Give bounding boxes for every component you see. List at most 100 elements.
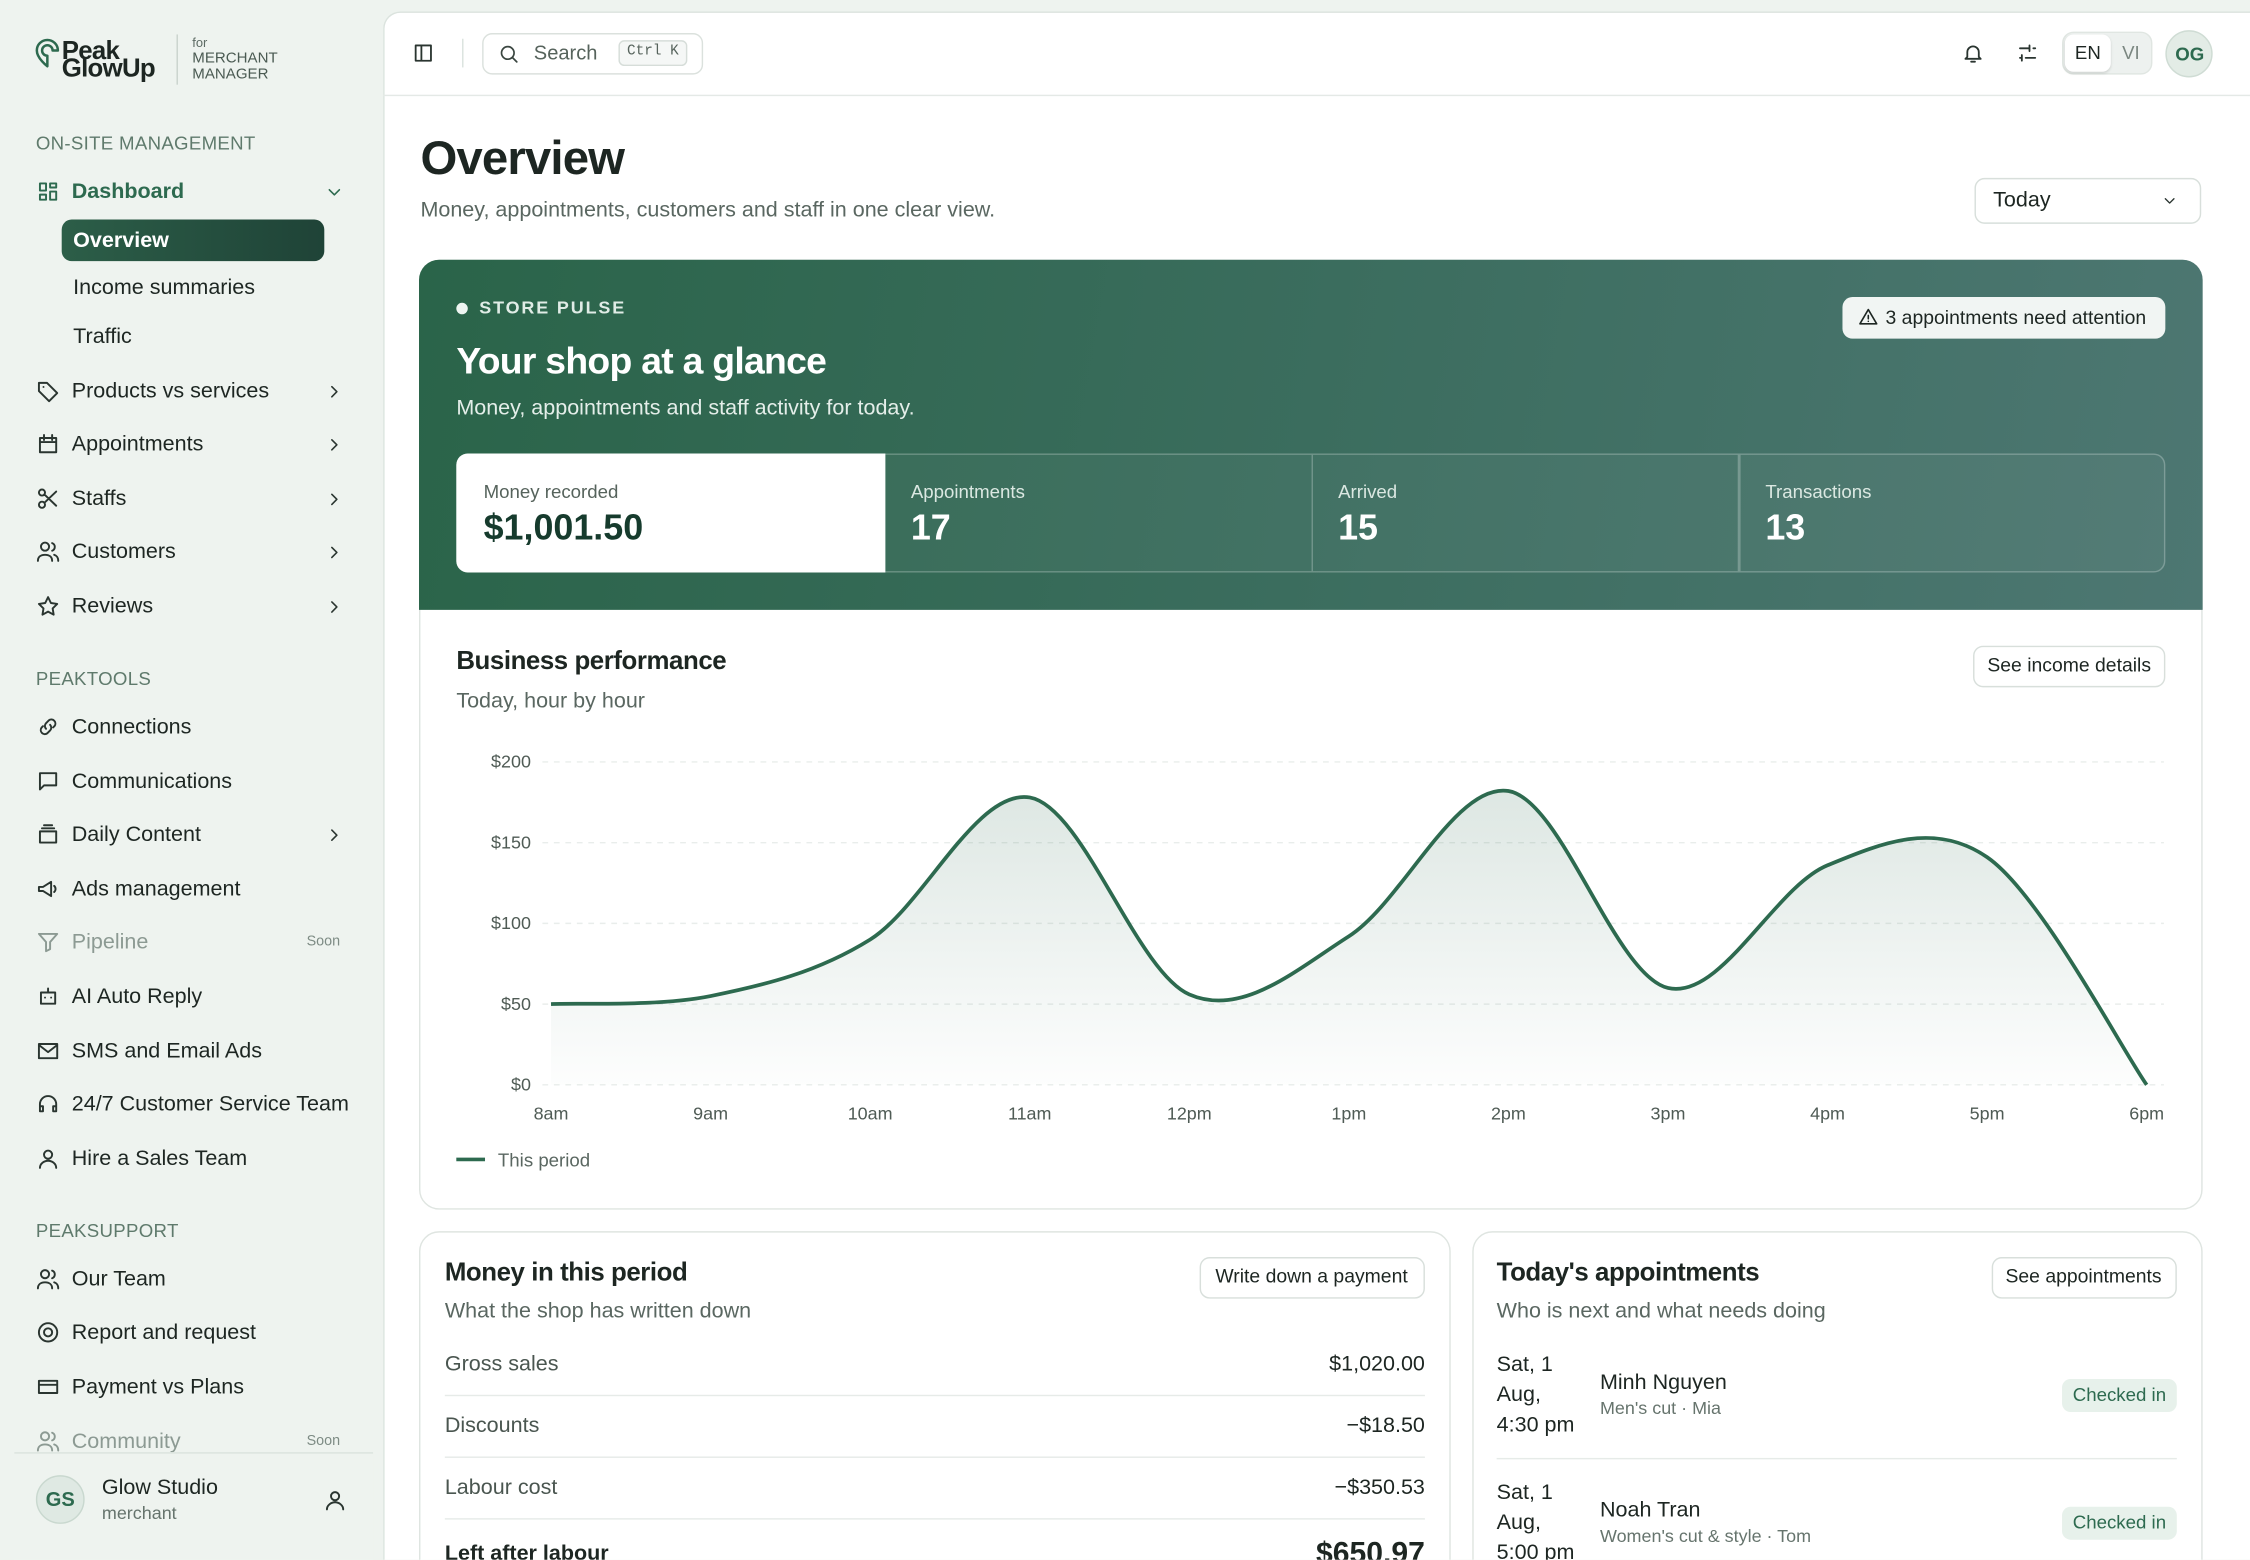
language-option[interactable]: VI bbox=[2122, 41, 2140, 64]
nav-icon-shape bbox=[38, 824, 58, 844]
nav-icon bbox=[39, 718, 57, 735]
nav-badge: Soon bbox=[306, 934, 341, 951]
account-name: Glow Studio bbox=[101, 1475, 218, 1500]
nav-icon-shape bbox=[37, 1379, 59, 1394]
nav-sublabel[interactable]: Overview bbox=[73, 227, 169, 252]
nav-label[interactable]: Connections bbox=[71, 714, 192, 739]
nav-label[interactable]: Customers bbox=[71, 539, 176, 565]
alert-text[interactable]: 3 appointments need attention bbox=[1885, 306, 2147, 329]
nav-icon-shape bbox=[37, 595, 59, 616]
nav-icon-shape bbox=[37, 488, 58, 509]
search-placeholder[interactable]: Search bbox=[533, 41, 598, 65]
nav-label[interactable]: SMS and Email Ads bbox=[71, 1038, 262, 1063]
nav-sublabel[interactable]: Traffic bbox=[73, 323, 132, 348]
alert-icon bbox=[1859, 308, 1878, 325]
nav-chevron bbox=[331, 829, 338, 842]
status-pill bbox=[2062, 1506, 2177, 1540]
nav-chevron-shape bbox=[331, 547, 338, 559]
nav-icon-shape bbox=[39, 718, 57, 735]
sidebar-toggle-shape bbox=[414, 44, 432, 62]
money-label: Gross sales bbox=[444, 1351, 559, 1377]
language-option[interactable]: EN bbox=[2074, 41, 2101, 64]
nav-icon bbox=[37, 595, 59, 616]
sidebar-toggle[interactable] bbox=[412, 42, 435, 65]
nav-chevron bbox=[331, 439, 338, 451]
period-value[interactable]: Today bbox=[1993, 187, 2051, 213]
nav-icon-shape bbox=[36, 1268, 60, 1289]
nav-label[interactable]: Hire a Sales Team bbox=[71, 1146, 248, 1171]
row-divider bbox=[444, 1518, 1425, 1520]
nav-label[interactable]: Ads management bbox=[71, 876, 241, 901]
write-payment-button[interactable] bbox=[1199, 1257, 1425, 1299]
nav-icon bbox=[38, 1149, 58, 1169]
nav-label[interactable]: 24/7 Customer Service Team bbox=[71, 1092, 349, 1117]
income-details-button[interactable] bbox=[1973, 645, 2166, 688]
topbar-divider bbox=[383, 94, 2250, 97]
nav-icon-shape bbox=[36, 1430, 60, 1451]
button-label[interactable]: See appointments bbox=[2005, 1265, 2162, 1288]
money-value: −$350.53 bbox=[1334, 1475, 1425, 1500]
pulse-eyebrow: STORE PULSE bbox=[479, 297, 627, 318]
stat-value: 17 bbox=[910, 507, 951, 549]
filters[interactable] bbox=[2016, 42, 2039, 65]
nav-icon-shape bbox=[38, 771, 58, 790]
user-avatar[interactable] bbox=[2165, 30, 2213, 78]
nav-label[interactable]: Reviews bbox=[71, 593, 154, 619]
stat-label: Arrived bbox=[1338, 480, 1398, 503]
account-avatar bbox=[35, 1475, 85, 1524]
nav-label[interactable]: Dashboard bbox=[71, 179, 185, 204]
nav-label[interactable]: Daily Content bbox=[71, 822, 201, 847]
chart-title: Business performance bbox=[456, 646, 727, 675]
nav-chevron-shape bbox=[328, 188, 341, 196]
nav-label[interactable]: Pipeline bbox=[71, 930, 149, 955]
nav-label[interactable]: Payment vs Plans bbox=[71, 1374, 245, 1399]
chart-subtitle: Today, hour by hour bbox=[456, 688, 645, 714]
appointment-detail: Women's cut & style · Tom bbox=[1599, 1526, 1812, 1547]
account-icon[interactable] bbox=[323, 1488, 347, 1512]
brand-logo-shape bbox=[35, 38, 60, 68]
button-label[interactable]: Write down a payment bbox=[1215, 1265, 1408, 1288]
account-icon-shape bbox=[325, 1491, 345, 1511]
nav-label[interactable]: Our Team bbox=[71, 1266, 166, 1292]
nav-active-pill[interactable] bbox=[61, 219, 325, 262]
nav-label[interactable]: Staffs bbox=[71, 485, 127, 511]
nav-icon-shape bbox=[37, 381, 59, 402]
nav-icon bbox=[39, 987, 57, 1005]
page-title: Overview bbox=[420, 130, 625, 184]
money-value: $650.97 bbox=[1315, 1537, 1425, 1560]
stat-value: $1,001.50 bbox=[483, 507, 644, 549]
search-shortcut bbox=[618, 40, 688, 67]
nav-label[interactable]: Products vs services bbox=[71, 378, 270, 403]
appointment-name[interactable]: Noah Tran bbox=[1599, 1498, 1701, 1523]
see-appointments-button[interactable] bbox=[1991, 1257, 2177, 1299]
nav-chevron bbox=[331, 493, 338, 505]
nav-icon bbox=[36, 1430, 60, 1451]
nav-icon bbox=[37, 1322, 59, 1343]
appointment-time[interactable]: Sat, 1 Aug, 4:30 pm bbox=[1496, 1352, 1575, 1438]
nav-label[interactable]: AI Auto Reply bbox=[71, 984, 203, 1009]
stat-value: 15 bbox=[1338, 507, 1379, 549]
nav-icon-shape bbox=[37, 933, 59, 953]
period-select[interactable] bbox=[1974, 177, 2202, 224]
status-label: Checked in bbox=[2072, 1383, 2167, 1406]
nav-label[interactable]: Appointments bbox=[71, 432, 204, 457]
notifications[interactable] bbox=[1962, 42, 1985, 65]
brand-name: GlowUp bbox=[61, 53, 156, 83]
nav-icon-shape bbox=[38, 182, 58, 201]
button-label[interactable]: See income details bbox=[1987, 654, 2152, 676]
nav-label[interactable]: Community bbox=[71, 1428, 181, 1453]
brand-divider bbox=[176, 34, 178, 85]
row-divider bbox=[444, 1394, 1425, 1397]
nav-chevron bbox=[331, 547, 338, 559]
appointment-name[interactable]: Minh Nguyen bbox=[1599, 1370, 1727, 1395]
nav-sublabel[interactable]: Income summaries bbox=[73, 275, 255, 300]
nav-label[interactable]: Communications bbox=[71, 768, 233, 793]
card-title: Today's appointments bbox=[1496, 1257, 1760, 1287]
nav-icon bbox=[37, 880, 57, 897]
money-label: Discounts bbox=[444, 1413, 540, 1438]
attention-alert[interactable] bbox=[1842, 297, 2166, 339]
appointment-detail: Men's cut · Mia bbox=[1599, 1398, 1722, 1419]
appointment-time[interactable]: Sat, 1 Aug, 5:00 pm bbox=[1496, 1480, 1575, 1560]
nav-label[interactable]: Report and request bbox=[71, 1320, 257, 1345]
search-box[interactable] bbox=[482, 33, 704, 75]
